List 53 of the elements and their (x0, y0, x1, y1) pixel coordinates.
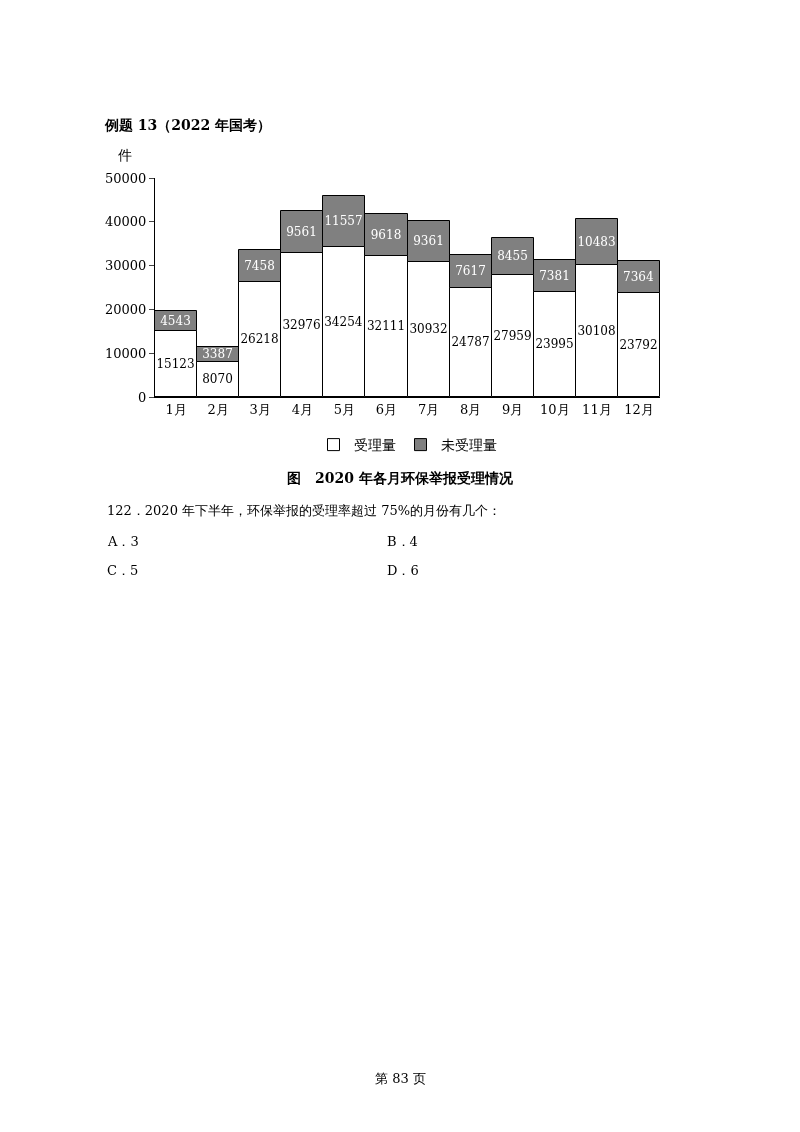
text: A．3 (107, 534, 139, 549)
chart-title: 例题 13（2022 年国考） (104, 116, 272, 133)
x-tick-label: 3月 (249, 401, 271, 417)
y-tick-label: 0 (138, 389, 147, 405)
text: 第 83 页 (375, 1071, 426, 1086)
x-tick-label: 9月 (502, 401, 524, 417)
data-label: 4543 (160, 313, 191, 328)
x-tick-label: 11月 (582, 401, 612, 417)
x-tick-label: 7月 (417, 401, 440, 417)
data-label: 7617 (455, 264, 486, 278)
y-axis-title: 件 (118, 147, 132, 163)
data-label: 30932 (409, 322, 448, 336)
y-tick-label: 30000 (105, 258, 147, 274)
data-label: 34254 (324, 314, 363, 329)
x-tick-label: 2月 (207, 401, 229, 417)
data-label: 9361 (413, 234, 444, 248)
data-label: 8455 (497, 249, 528, 263)
y-tick-label: 50000 (105, 170, 147, 186)
text: 122．2020 年下半年，环保举报的受理率超过 75%的月份有几个： (107, 503, 502, 518)
data-label: 10483 (577, 234, 616, 249)
data-label: 7458 (244, 258, 275, 273)
x-tick-label: 10月 (540, 401, 570, 417)
data-label: 32976 (282, 317, 321, 332)
data-label: 27959 (493, 328, 532, 343)
data-label: 23995 (535, 337, 574, 351)
data-label: 9561 (286, 224, 317, 239)
data-label: 7381 (539, 268, 570, 283)
x-tick-label: 1月 (165, 401, 187, 417)
text: B．4 (387, 534, 418, 549)
y-tick-label: 40000 (105, 214, 147, 230)
data-label: 32111 (366, 319, 406, 333)
data-label: 7364 (623, 269, 654, 284)
caption: 图 2020 年各月环保举报受理情况 (287, 470, 514, 486)
x-tick-label: 4月 (291, 401, 313, 417)
data-label: 24787 (451, 335, 490, 349)
text: D．6 (387, 563, 419, 578)
data-label: 15123 (156, 356, 195, 371)
x-tick-label: 8月 (459, 401, 482, 417)
data-label: 26218 (240, 332, 279, 346)
legend-label: 受理量 (353, 437, 396, 454)
y-tick-label: 10000 (105, 345, 147, 361)
x-tick-label: 5月 (333, 401, 356, 417)
legend-label: 未受理量 (440, 437, 497, 454)
y-tick-label: 20000 (105, 301, 147, 317)
data-label: 3387 (202, 347, 233, 361)
x-tick-label: 6月 (375, 401, 398, 417)
data-label: 9618 (370, 227, 402, 242)
data-label: 8070 (202, 372, 233, 386)
data-label: 30108 (577, 323, 616, 338)
data-label: 23792 (619, 337, 658, 352)
x-tick-label: 12月 (624, 401, 654, 417)
data-label: 11557 (324, 214, 363, 228)
text: C．5 (107, 563, 139, 578)
